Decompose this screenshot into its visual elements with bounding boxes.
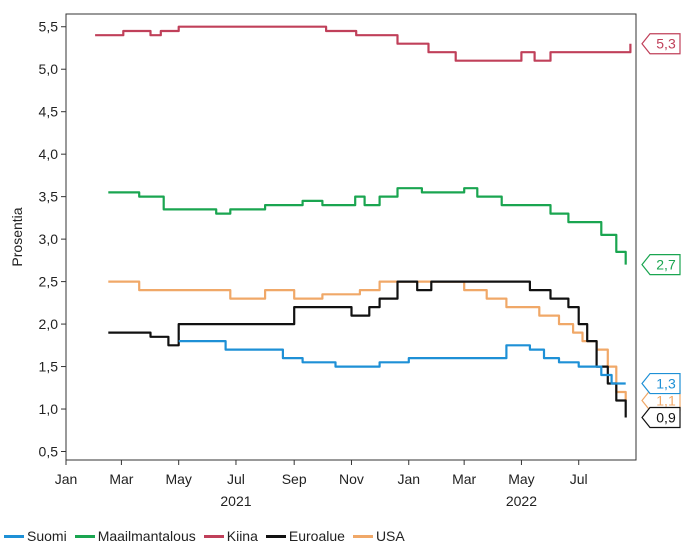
x-tick-label: Jul — [227, 471, 245, 487]
series-line-euroalue — [108, 280, 627, 418]
legend-label: Euroalue — [288, 528, 345, 544]
y-tick-label: 1,5 — [39, 359, 59, 375]
end-label-maailmantalous: 2,7 — [641, 254, 681, 276]
legend-label: Kiina — [226, 528, 258, 544]
x-tick-label: Mar — [109, 471, 133, 487]
legend-swatch — [203, 534, 224, 538]
end-label-box — [641, 254, 681, 276]
y-tick-label: 0,5 — [39, 444, 59, 460]
series-line-suomi — [178, 340, 626, 385]
y-axis-title: Prosentia — [9, 207, 25, 266]
chart: 0,5 1,0 1,5 2,0 2,5 3,0 3,5 4,0 4,5 5,0 5,5 Jan Mar… — [9, 13, 681, 509]
end-label-suomi: 1,3 — [641, 372, 681, 395]
y-tick-label: 2,0 — [39, 316, 59, 332]
end-label-text: 5,3 — [656, 36, 676, 52]
x-tick-label: May — [508, 471, 534, 487]
end-label-usa: 1,1 — [641, 389, 681, 412]
y-tick-label: 3,0 — [39, 231, 59, 247]
x-tick-label: Sep — [282, 471, 307, 487]
x-tick-labels: Jan Mar May Jul Sep Nov Jan Mar May Jul 2021 2022 — [55, 460, 588, 509]
legend-item: USA — [352, 528, 405, 544]
end-label-box — [641, 406, 681, 429]
end-label-kiina: 5,3 — [641, 33, 681, 55]
y-tick-labels: 0,5 1,0 1,5 2,0 2,5 3,0 3,5 4,0 4,5 5,0 5,5 — [39, 19, 59, 460]
end-label-text: 1,1 — [656, 393, 676, 409]
year-tick-label: 2022 — [506, 493, 537, 509]
y-tick-label: 5,0 — [39, 61, 59, 77]
legend-swatch — [74, 534, 95, 538]
year-tick-label: 2021 — [220, 493, 251, 509]
legend-item: Euroalue — [265, 528, 345, 544]
end-value-labels: 5,3 2,7 1,10,9 1,3 — [641, 33, 681, 429]
series-lines — [95, 25, 632, 418]
x-tick-label: Jul — [570, 471, 588, 487]
x-tick-label: Mar — [452, 471, 476, 487]
y-tick-label: 1,0 — [39, 401, 59, 417]
end-label-text: 2,7 — [656, 257, 676, 273]
legend-label: USA — [375, 528, 405, 544]
legend-swatch — [265, 534, 286, 538]
legend: Suomi Maailmantalous Kiina Euroalue USA — [4, 528, 405, 544]
end-label-euroalue: 0,9 — [641, 406, 681, 429]
end-label-box — [641, 372, 681, 395]
legend-label: Suomi — [27, 528, 67, 544]
legend-item: Kiina — [203, 528, 258, 544]
y-tick-label: 2,5 — [39, 274, 59, 290]
legend-label: Maailmantalous — [97, 528, 196, 544]
series-line-maailmantalous — [108, 187, 627, 265]
legend-swatch — [352, 534, 373, 538]
y-tick-label: 4,0 — [39, 146, 59, 162]
x-tick-label: Jan — [55, 471, 78, 487]
end-label-text: 0,9 — [656, 410, 676, 426]
x-tick-label: Nov — [339, 471, 364, 487]
plot-area — [65, 13, 637, 461]
x-tick-label: Jan — [397, 471, 420, 487]
y-tick-label: 4,5 — [39, 104, 59, 120]
legend-item: Suomi — [4, 528, 67, 544]
y-tick-label: 5,5 — [39, 19, 59, 35]
end-label-text: 1,3 — [656, 376, 676, 392]
y-tick-label: 3,5 — [39, 189, 59, 205]
end-label-box — [641, 33, 681, 55]
legend-item: Maailmantalous — [74, 528, 196, 544]
series-line-kiina — [95, 25, 632, 62]
y-tick-marks — [61, 26, 66, 453]
legend-swatch — [4, 534, 24, 538]
x-tick-label: May — [165, 471, 191, 487]
